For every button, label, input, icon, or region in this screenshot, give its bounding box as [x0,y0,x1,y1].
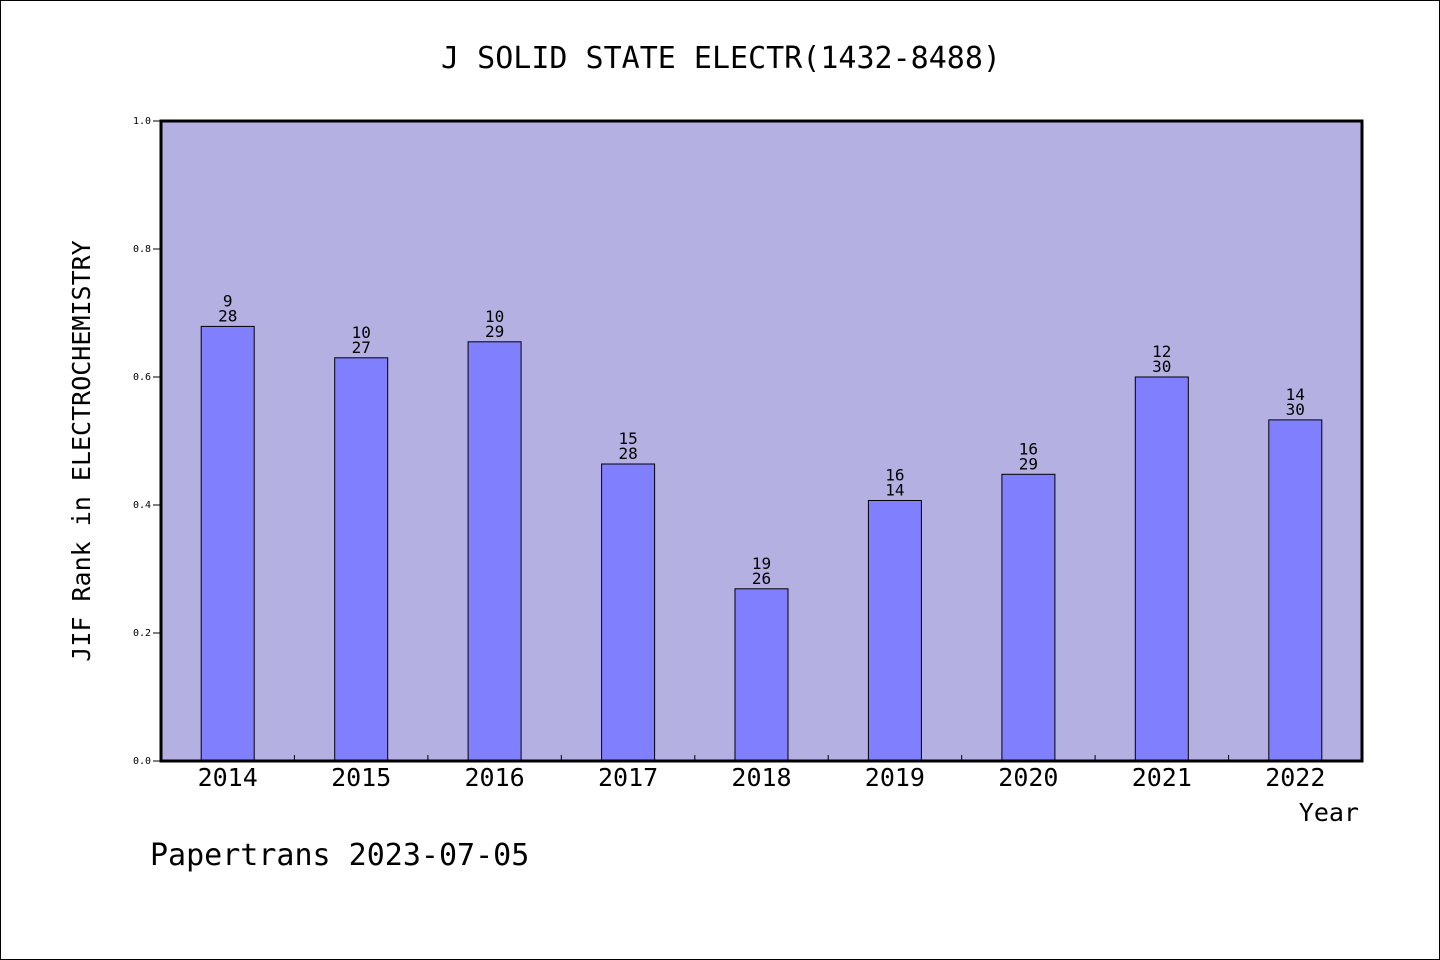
total-label-2019: 14 [885,481,904,500]
y-axis-title: JIF Rank in ELECTROCHEMISTRY [67,240,96,661]
bar-2022 [1268,419,1323,762]
x-tick-label-2016: 2016 [464,763,524,792]
total-label-2016: 29 [485,322,504,341]
rank-label-2019: 16 [885,466,904,485]
y-tick-label: 1.0 [133,116,151,127]
y-tick-label: 0.2 [133,628,151,639]
x-tick-label-2018: 2018 [731,763,791,792]
x-tick-label-2019: 2019 [865,763,925,792]
chart-title: J SOLID STATE ELECTR(1432-8488) [441,41,1001,76]
rank-label-2020: 16 [1019,439,1038,458]
rank-label-2017: 15 [618,429,637,448]
y-tick-label: 0.6 [133,372,151,383]
total-label-2018: 26 [752,569,771,588]
x-tick-label-2020: 2020 [998,763,1058,792]
bar-2017 [601,463,656,762]
plot-border [159,119,1364,763]
y-tick-label: 0.0 [133,756,151,767]
x-tick-label-2014: 2014 [198,763,258,792]
x-tick-label-2021: 2021 [1132,763,1192,792]
y-tick-label: 0.4 [133,500,151,511]
bars-group [200,325,1323,762]
x-axis-title: Year [1299,798,1359,827]
rank-label-2014: 9 [223,291,233,310]
total-label-2020: 29 [1019,454,1038,473]
y-tick-label: 0.8 [133,244,151,255]
bar-2021 [1134,376,1189,762]
bar-2018 [734,588,789,762]
rank-label-2018: 19 [752,554,771,573]
rank-label-2021: 12 [1152,342,1171,361]
bar-2015 [334,357,389,762]
bar-2019 [867,500,922,762]
bar-2020 [1001,473,1056,762]
total-label-2017: 28 [618,444,637,463]
bar-2016 [467,341,522,762]
rank-label-2022: 14 [1286,385,1305,404]
rank-label-2016: 10 [485,307,504,326]
total-label-2015: 27 [352,338,371,357]
rank-label-2015: 10 [352,323,371,342]
total-label-2021: 30 [1152,357,1171,376]
x-axis: 2014 2015 2016 2017 2018 2019 2020 2021 2022 [198,755,1325,792]
footer-text: Papertrans 2023-07-05 [150,838,529,873]
y-axis: 0.0 0.2 0.4 0.6 0.8 1.0 [133,116,161,767]
total-label-2022: 30 [1286,400,1305,419]
x-tick-label-2022: 2022 [1265,763,1325,792]
x-tick-label-2017: 2017 [598,763,658,792]
bar-2014 [200,325,255,762]
x-tick-label-2015: 2015 [331,763,391,792]
total-label-2014: 28 [218,306,237,325]
